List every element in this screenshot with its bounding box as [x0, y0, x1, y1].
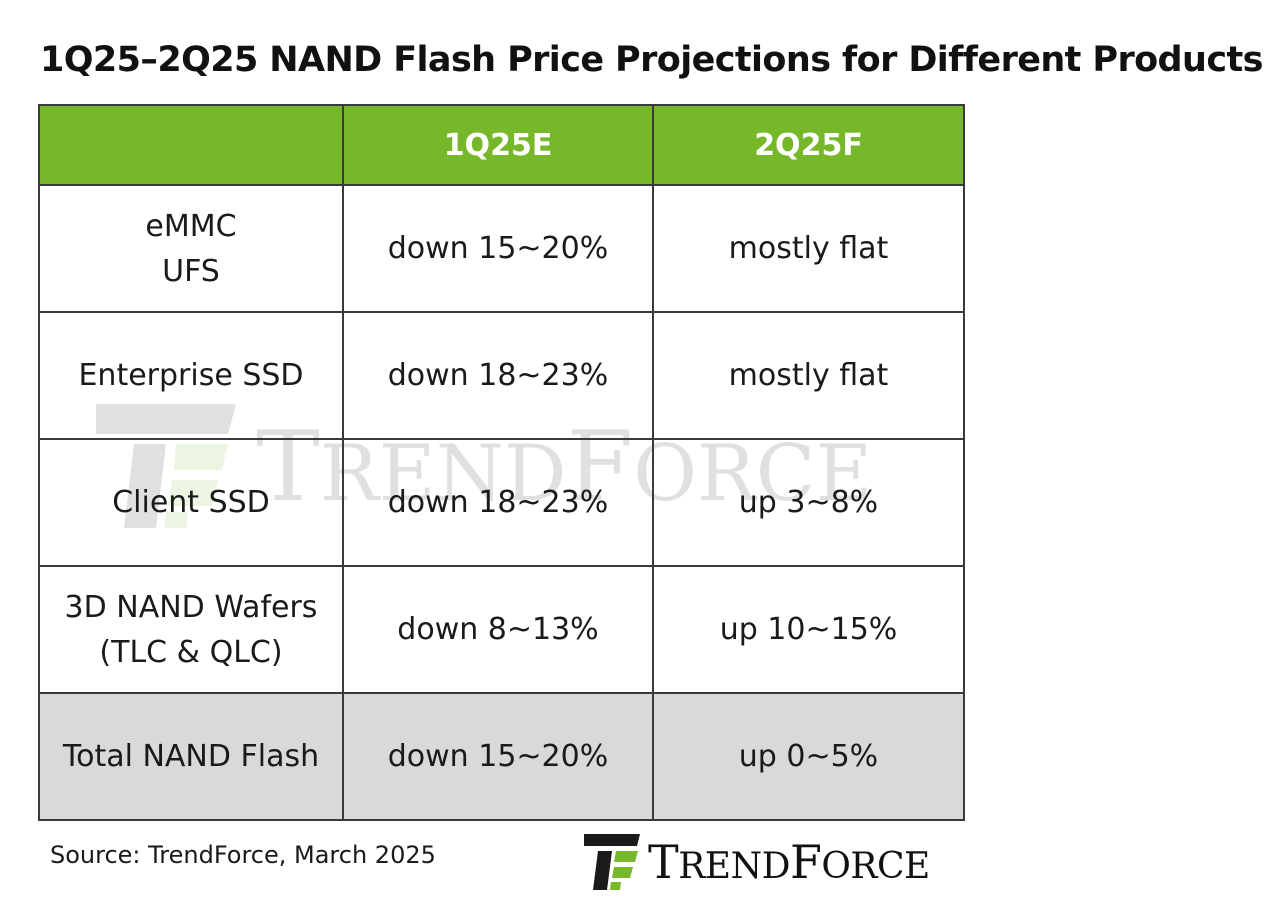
page-title: 1Q25–2Q25 NAND Flash Price Projections f…	[40, 40, 1263, 80]
table-row: Enterprise SSD down 18~23% mostly flat	[38, 311, 965, 440]
table-wrapper: 1Q25E 2Q25F eMMC UFS down 15~20% mostly …	[38, 104, 965, 821]
q1-projection-cell: down 15~20%	[342, 692, 654, 821]
header-cell-product	[38, 104, 344, 186]
product-label-line: eMMC	[145, 208, 237, 244]
source-note: Source: TrendForce, March 2025	[50, 841, 436, 869]
q1-projection-cell: down 18~23%	[342, 438, 654, 567]
q1-projection-cell: down 18~23%	[342, 311, 654, 440]
table-row: 3D NAND Wafers (TLC & QLC) down 8~13% up…	[38, 565, 965, 694]
table-header-row: 1Q25E 2Q25F	[38, 104, 965, 186]
product-cell: Total NAND Flash	[38, 692, 344, 821]
wordmark-capital: T	[648, 835, 679, 889]
product-label-line: UFS	[162, 253, 220, 289]
product-cell: Client SSD	[38, 438, 344, 567]
table-row: Client SSD down 18~23% up 3~8%	[38, 438, 965, 567]
q2-projection-cell: up 3~8%	[652, 438, 965, 567]
product-cell: Enterprise SSD	[38, 311, 344, 440]
q2-projection-cell: mostly flat	[652, 184, 965, 313]
trendforce-logo: TRENDFORCE	[584, 834, 964, 890]
q1-projection-cell: down 8~13%	[342, 565, 654, 694]
table-row: eMMC UFS down 15~20% mostly flat	[38, 184, 965, 313]
q1-projection-cell: down 15~20%	[342, 184, 654, 313]
header-cell-1q25e: 1Q25E	[342, 104, 654, 186]
trendforce-logo-mark-icon	[584, 834, 640, 890]
wordmark-small-caps: REND	[678, 846, 790, 887]
wordmark-capital: F	[789, 835, 822, 889]
product-label-line: Enterprise SSD	[78, 358, 304, 393]
product-label-line: Total NAND Flash	[62, 739, 320, 774]
logo-wordmark: TRENDFORCE	[648, 834, 930, 895]
price-projection-table: 1Q25E 2Q25F eMMC UFS down 15~20% mostly …	[38, 104, 965, 821]
product-label-line: (TLC & QLC)	[99, 634, 283, 670]
product-label-line: Client SSD	[112, 485, 270, 520]
product-cell: eMMC UFS	[38, 184, 344, 313]
product-cell: 3D NAND Wafers (TLC & QLC)	[38, 565, 344, 694]
q2-projection-cell: mostly flat	[652, 311, 965, 440]
q2-projection-cell: up 0~5%	[652, 692, 965, 821]
q2-projection-cell: up 10~15%	[652, 565, 965, 694]
product-label-line: 3D NAND Wafers	[64, 589, 318, 625]
wordmark-small-caps: ORCE	[821, 846, 930, 887]
table-row-total: Total NAND Flash down 15~20% up 0~5%	[38, 692, 965, 821]
header-cell-2q25f: 2Q25F	[652, 104, 965, 186]
